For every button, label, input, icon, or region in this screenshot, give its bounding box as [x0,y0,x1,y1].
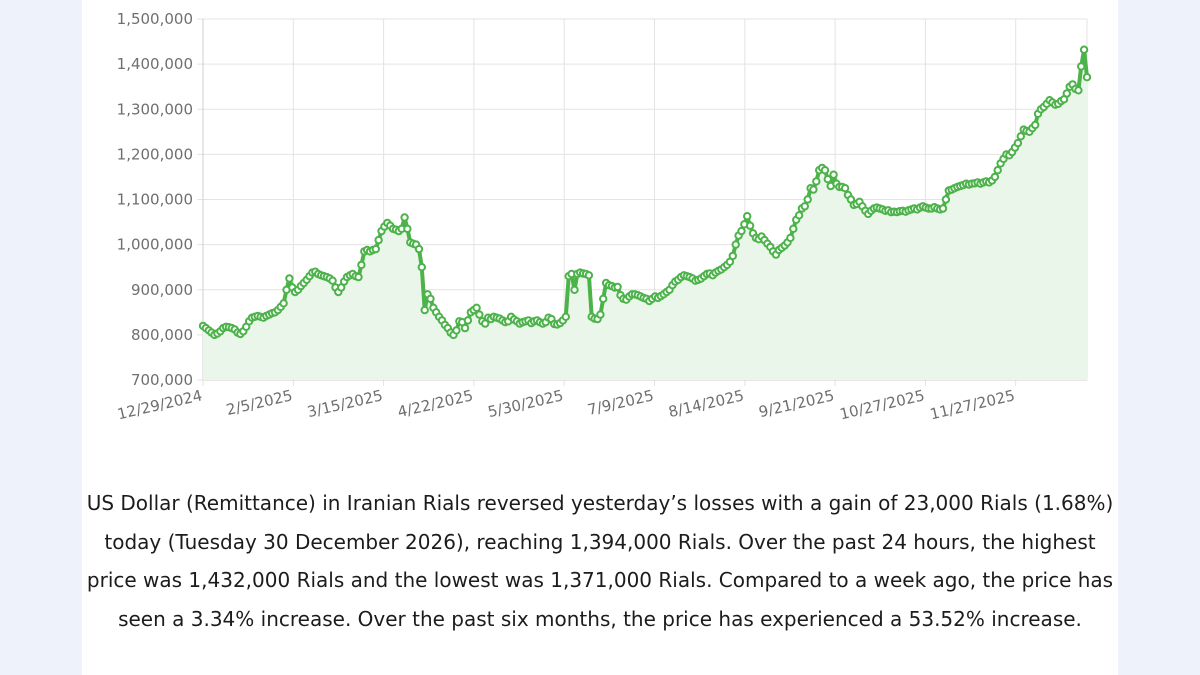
data-point[interactable] [1077,62,1086,71]
data-point[interactable] [452,326,461,335]
data-point[interactable] [1082,73,1092,82]
data-point[interactable] [561,312,570,321]
x-tick-label: 9/21/2025 [757,386,836,421]
data-point[interactable] [285,274,294,283]
y-tick-label: 1,300,000 [117,100,193,118]
data-point[interactable] [745,221,755,230]
data-point[interactable] [809,185,818,194]
data-point[interactable] [357,260,366,270]
data-point[interactable] [941,195,951,204]
x-tick-label: 8/14/2025 [667,386,746,421]
data-point[interactable] [417,263,426,272]
x-axis: 12/29/2024 2/5/2025 3/15/2025 4/22/2025 5/30… [116,386,1017,423]
x-tick-label: 3/15/2025 [306,386,385,421]
y-tick-label: 900,000 [131,281,193,299]
x-tick-label: 10/27/2025 [838,386,926,423]
y-tick-label: 1,400,000 [117,55,193,73]
data-point[interactable] [938,204,948,213]
data-point[interactable] [731,240,740,249]
data-point[interactable] [472,303,481,312]
data-point[interactable] [800,202,809,211]
x-tick-label: 2/5/2025 [225,386,295,419]
data-point[interactable] [840,184,850,193]
data-point[interactable] [812,177,821,186]
data-point[interactable] [613,282,622,292]
data-point[interactable] [371,244,380,254]
data-point[interactable] [990,172,1000,182]
y-tick-label: 1,200,000 [117,145,193,163]
data-point[interactable] [1016,132,1025,141]
data-point[interactable] [414,244,424,254]
y-tick-label: 1,500,000 [117,10,193,28]
data-point[interactable] [328,276,337,285]
content-card: 700,000 800,000 900,000 1,000,000 1,100,000 1… [82,0,1118,675]
data-point[interactable] [279,299,288,308]
x-tick-label: 12/29/2024 [116,386,204,423]
data-point[interactable] [794,211,804,220]
data-point[interactable] [823,175,832,184]
data-point[interactable] [420,305,429,315]
data-point[interactable] [743,212,752,221]
data-point[interactable] [475,310,484,319]
data-point[interactable] [463,316,473,325]
data-point[interactable] [374,235,383,245]
x-tick-label: 11/27/2025 [928,386,1016,423]
data-point[interactable] [1079,45,1089,54]
y-tick-label: 700,000 [131,371,193,389]
data-point[interactable] [820,166,830,175]
x-tick-label: 5/30/2025 [486,386,565,421]
price-points [198,45,1092,340]
data-point[interactable] [400,213,409,222]
data-point[interactable] [728,251,737,261]
data-point[interactable] [786,233,795,243]
data-point[interactable] [1062,89,1071,98]
data-point[interactable] [403,224,412,234]
data-point[interactable] [1031,120,1040,130]
y-tick-label: 1,100,000 [117,191,193,209]
y-tick-label: 1,000,000 [117,236,193,254]
x-tick-label: 4/22/2025 [396,386,475,421]
y-axis: 700,000 800,000 900,000 1,000,000 1,100,000 1… [117,10,193,389]
data-point[interactable] [596,310,605,319]
data-point[interactable] [570,285,579,294]
price-summary-text: US Dollar (Remittance) in Iranian Rials … [86,491,1114,631]
data-point[interactable] [993,166,1002,175]
data-point[interactable] [460,323,470,333]
data-point[interactable] [803,195,812,204]
data-point[interactable] [1074,86,1083,95]
data-point[interactable] [789,224,798,234]
data-point[interactable] [354,272,363,282]
data-point[interactable] [1013,138,1023,148]
data-point[interactable] [829,170,838,179]
price-chart: 700,000 800,000 900,000 1,000,000 1,100,000 1… [116,10,1092,423]
price-area-fill [203,49,1087,380]
x-tick-label: 7/9/2025 [586,386,656,419]
data-point[interactable] [584,271,594,280]
data-point[interactable] [599,294,608,303]
y-tick-label: 800,000 [131,326,193,344]
data-point[interactable] [737,226,746,236]
data-point[interactable] [426,294,435,303]
